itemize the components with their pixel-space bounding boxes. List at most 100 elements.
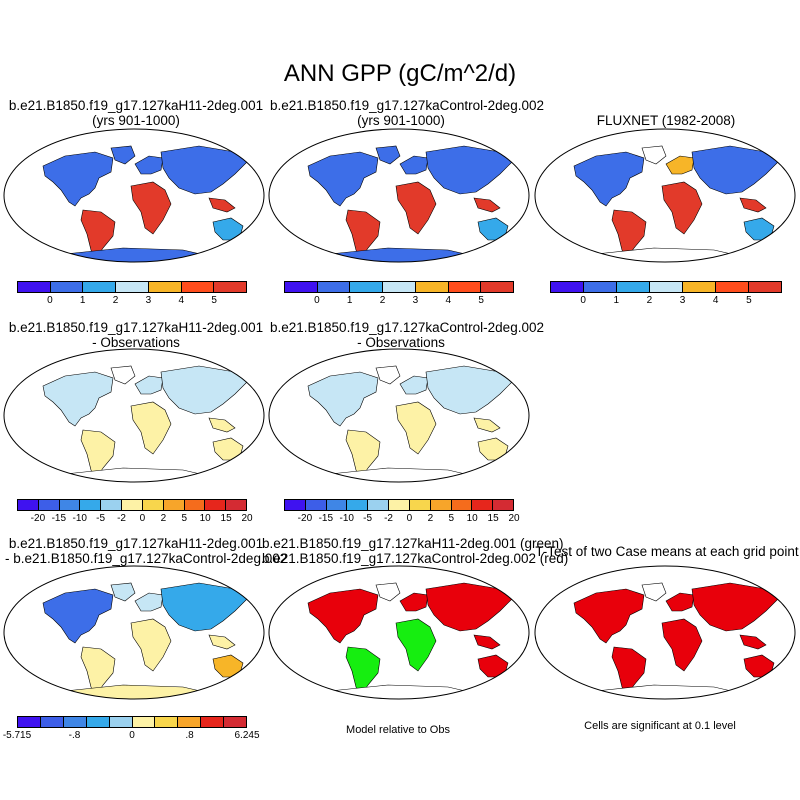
note-significance: Cells are significant at 0.1 level xyxy=(584,720,736,732)
colorbar-tick-label: -2 xyxy=(117,513,126,524)
continent-africa xyxy=(130,618,172,672)
colorbar-swatch xyxy=(184,500,206,510)
continent-greenland xyxy=(375,582,401,602)
colorbar-tick-label: .8 xyxy=(185,730,194,741)
colorbar-swatch xyxy=(285,500,306,510)
colorbar-tick-label: 10 xyxy=(466,513,478,524)
colorbar-swatch xyxy=(142,500,164,510)
continent-africa xyxy=(661,181,703,235)
colorbar-tick-label: 3 xyxy=(145,295,152,306)
colorbar-tick-label: -5.715 xyxy=(2,730,32,741)
colorbar-swatch xyxy=(18,500,39,510)
continent-australia xyxy=(743,217,775,241)
continent-greenland xyxy=(375,145,401,165)
colorbar-swatch xyxy=(305,500,327,510)
panel-title-7: b.e21.B1850.f19_g17.127kaH11-2deg.001 (g… xyxy=(262,536,569,566)
continent-europe xyxy=(134,375,164,395)
colorbar-swatch xyxy=(347,500,369,510)
map-border xyxy=(3,565,265,700)
continent-antarctica xyxy=(595,684,741,699)
colorbar-swatch xyxy=(226,500,246,510)
continent-antarctica xyxy=(329,684,475,699)
colorbar-tick-label: 5 xyxy=(478,295,484,306)
colorbar-tick-label: 0 xyxy=(47,295,53,306)
continent-north-america xyxy=(42,151,114,207)
panel-title-1: b.e21.B1850.f19_g17.127kaH11-2deg.001 (yr… xyxy=(8,98,264,128)
colorbar-tick-label: 2 xyxy=(646,295,653,306)
map-border xyxy=(268,565,530,700)
colorbar-swatch xyxy=(18,282,51,292)
continent-europe xyxy=(665,155,695,175)
map-case1-gpp xyxy=(3,128,265,263)
colorbar-tick-label: 4 xyxy=(178,295,185,306)
colorbar-swatch xyxy=(650,282,683,292)
continent-greenland xyxy=(110,365,136,385)
colorbar-tick-label: -2 xyxy=(384,513,393,524)
continent-africa xyxy=(395,618,437,672)
colorbar-tick-label: 0 xyxy=(580,295,586,306)
continent-asia xyxy=(425,582,513,632)
colorbar-swatch xyxy=(83,282,117,292)
colorbar-tick-label: 20 xyxy=(508,513,520,524)
colorbar-tick-label: 10 xyxy=(199,513,211,524)
map-fluxnet-gpp xyxy=(534,128,796,263)
colorbar-tick-label: 4 xyxy=(445,295,452,306)
colorbar-tick-label: 0 xyxy=(129,730,135,741)
colorbar-swatch xyxy=(155,717,179,727)
colorbar-swatch xyxy=(40,717,64,727)
colorbar-swatch xyxy=(163,500,185,510)
colorbar-tick-label: 4 xyxy=(712,295,719,306)
colorbar-tick-label: 5 xyxy=(746,295,752,306)
panel-title-8: T-Test of two Case means at each grid po… xyxy=(535,544,799,559)
colorbar-tick-label: 2 xyxy=(427,513,434,524)
continent-africa xyxy=(395,401,437,455)
colorbar-tick-label: 5 xyxy=(448,513,455,524)
colorbar-swatch xyxy=(181,282,215,292)
colorbar-tick-label: -15 xyxy=(318,513,334,524)
map-border xyxy=(534,128,796,263)
colorbar-tick-label: -5 xyxy=(96,513,106,524)
colorbar-swatch xyxy=(18,717,41,727)
continent-asia xyxy=(160,145,248,195)
continent-asia xyxy=(425,365,513,415)
continent-north-america xyxy=(307,588,379,644)
colorbar-tick-label: -15 xyxy=(51,513,67,524)
continent-australia xyxy=(477,217,509,241)
colorbar-tick-label: 6.245 xyxy=(234,730,260,741)
continent-greenland xyxy=(110,145,136,165)
colorbar-tick-label: 2 xyxy=(160,513,167,524)
continent-africa xyxy=(130,181,172,235)
colorbar-swatch xyxy=(132,717,156,727)
continent-southeast-asia xyxy=(473,417,501,433)
colorbar-swatch xyxy=(317,282,351,292)
note-model-relative: Model relative to Obs xyxy=(346,724,450,736)
colorbar-swatch xyxy=(80,500,102,510)
colorbar-absolute-3 xyxy=(550,281,782,293)
colorbar-swatch xyxy=(101,500,123,510)
colorbar-swatch xyxy=(415,282,449,292)
continent-north-america xyxy=(307,151,379,207)
continent-north-america xyxy=(573,151,645,207)
colorbar-tick-label: 15 xyxy=(220,513,232,524)
continent-southeast-asia xyxy=(739,634,767,650)
continent-antarctica xyxy=(329,247,475,262)
continent-north-america xyxy=(42,588,114,644)
continent-asia xyxy=(691,582,779,632)
colorbar-swatch xyxy=(63,717,87,727)
continent-greenland xyxy=(375,365,401,385)
continent-africa xyxy=(661,618,703,672)
continent-europe xyxy=(399,375,429,395)
colorbar-swatch xyxy=(430,500,452,510)
figure-title: ANN GPP (gC/m^2/d) xyxy=(283,60,517,87)
panel-title-4: b.e21.B1850.f19_g17.127kaH11-2deg.001- O… xyxy=(8,320,264,350)
map-case2-minus-obs xyxy=(268,348,530,483)
colorbar-tick-label: 0 xyxy=(139,513,146,524)
continent-north-america xyxy=(307,371,379,427)
continent-asia xyxy=(691,145,779,195)
colorbar-swatch xyxy=(749,282,781,292)
continent-southeast-asia xyxy=(208,197,236,213)
map-border xyxy=(268,128,530,263)
colorbar-tick-label: -20 xyxy=(297,513,313,524)
colorbar-tick-label: -10 xyxy=(339,513,354,524)
colorbar-tick-label: 5 xyxy=(181,513,188,524)
